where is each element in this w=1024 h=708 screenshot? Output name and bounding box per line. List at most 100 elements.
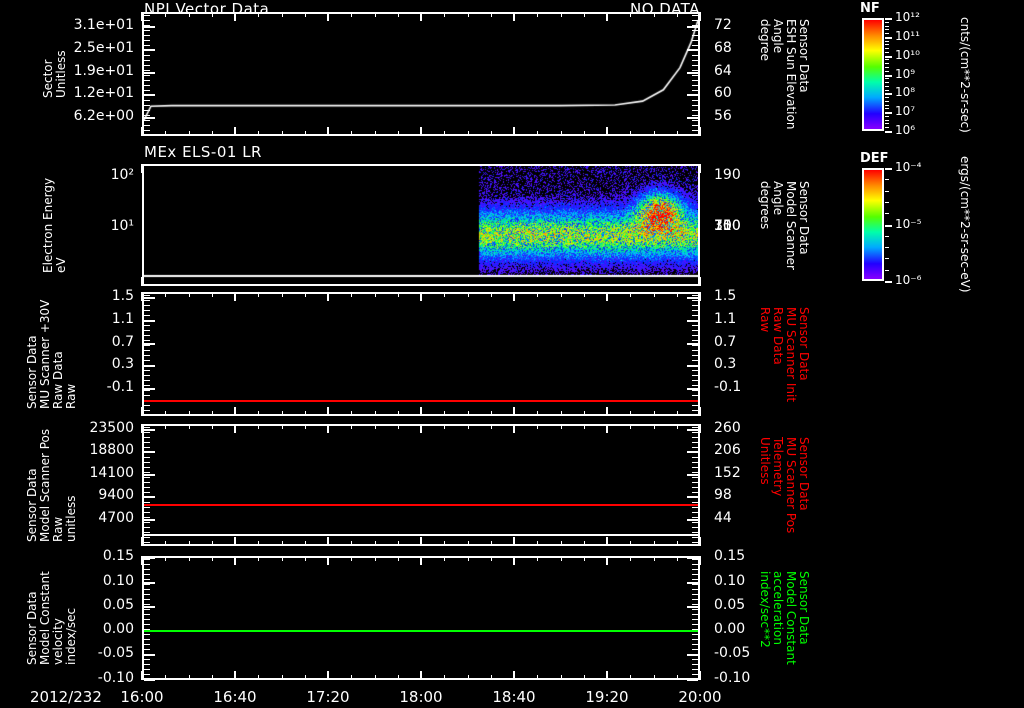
x-major-tick [420,556,422,565]
axis-title-line: Raw [758,306,772,332]
y-minor-tick [144,614,150,615]
x-minor-tick [165,411,166,416]
x-minor-tick [537,292,538,297]
y-minor-tick [144,330,150,331]
x-major-tick [420,292,422,301]
axis-title-line: Unitless [758,437,772,485]
model-constant-velocity-trace [144,630,698,632]
y-minor-tick [144,395,150,396]
x-minor-tick [630,411,631,416]
xaxis-tick-label: 20:00 [678,688,722,706]
y-minor-tick [692,447,698,448]
y-minor-tick [692,492,698,493]
y-minor-tick [144,674,150,675]
xaxis-tick-label: 18:00 [399,688,443,706]
colorbar-nf-tick-label: 10⁷ [895,104,916,119]
y-minor-tick [144,609,150,610]
x-minor-tick [491,292,492,297]
y-minor-tick [144,649,150,650]
y-tick-label: 0.05 [102,596,134,613]
y-minor-tick [692,380,698,381]
y-minor-tick [692,385,698,386]
colorbar-nf-minor-tick [885,105,889,106]
panel-model-constant-velocity [142,556,700,680]
y-minor-tick [692,350,698,351]
y-minor-tick [692,574,698,575]
x-major-tick [699,164,701,173]
xaxis-tick-label: 18:40 [492,688,536,706]
x-minor-tick [491,556,492,561]
x-major-tick [141,556,143,565]
x-minor-tick [677,424,678,429]
axis-title-line: ESH Sun Elevation [784,19,798,130]
x-minor-tick [212,556,213,561]
y-major-tick [687,429,698,431]
colorbar-def-tick [885,168,892,170]
x-minor-tick [677,541,678,546]
colorbar-nf-minor-tick [885,101,889,102]
x-minor-tick [398,411,399,416]
x-major-tick [141,537,143,546]
x-minor-tick [351,675,352,680]
x-minor-tick [351,411,352,416]
axis-title-line: Raw [64,383,78,409]
x-major-tick [141,407,143,416]
y-major-tick [687,451,698,453]
x-major-tick [234,407,236,416]
y-minor-tick [144,380,150,381]
colorbar-nf-tick [885,93,892,95]
y-minor-tick [144,659,150,660]
x-major-tick [513,537,515,546]
y-minor-tick [692,624,698,625]
colorbar-nf-minor-tick [885,22,889,23]
x-major-tick [327,407,329,416]
x-major-tick [699,292,701,301]
y-minor-tick [692,559,698,560]
x-minor-tick [375,556,376,561]
y-minor-tick [144,442,150,443]
y-minor-tick [692,457,698,458]
y-major-tick [144,451,155,453]
x-minor-tick [189,541,190,546]
x-minor-tick [212,675,213,680]
colorbar-def-minor-tick [885,270,889,271]
x-minor-tick [654,541,655,546]
x-minor-tick [584,292,585,297]
y-minor-tick [144,564,150,565]
x-minor-tick [282,675,283,680]
y-minor-tick [144,594,150,595]
x-minor-tick [444,424,445,429]
x-major-tick [699,277,701,286]
x-minor-tick [561,675,562,680]
x-minor-tick [398,424,399,429]
axis-title-line: Sensor Data [797,306,811,381]
y-minor-tick [144,360,150,361]
y-tick-label: 0.10 [102,572,134,589]
y-minor-tick [144,634,150,635]
x-minor-tick [677,675,678,680]
colorbar-nf-tick [885,131,892,133]
colorbar-def-minor-tick [885,236,889,237]
axis-title-line: MU Scanner Pos [784,437,798,534]
y-minor-tick [144,370,150,371]
y-minor-tick [692,502,698,503]
x-minor-tick [630,675,631,680]
y-tick-label: 0.7 [111,333,134,350]
y-major-tick [144,679,155,681]
axis-title-line: cnts/(cm**2-sr-sec) [958,16,972,133]
colorbar-nf-minor-tick [885,26,889,27]
xaxis-date-label: 2012/232 [30,688,102,706]
y-major-tick [687,320,698,322]
x-minor-tick [282,411,283,416]
model-scanner-pos-trace [144,504,698,506]
y-minor-tick [692,629,698,630]
x-major-tick [141,277,143,286]
x-major-tick [327,556,329,565]
y-tick-label: -0.05 [714,645,751,662]
y-tick-label: 14100 [89,464,134,481]
x-minor-tick [584,556,585,561]
y-tick-label: 98 [714,487,732,504]
x-minor-tick [468,411,469,416]
colorbar-nf-tick-label: 10⁸ [895,85,916,100]
y-minor-tick [692,664,698,665]
